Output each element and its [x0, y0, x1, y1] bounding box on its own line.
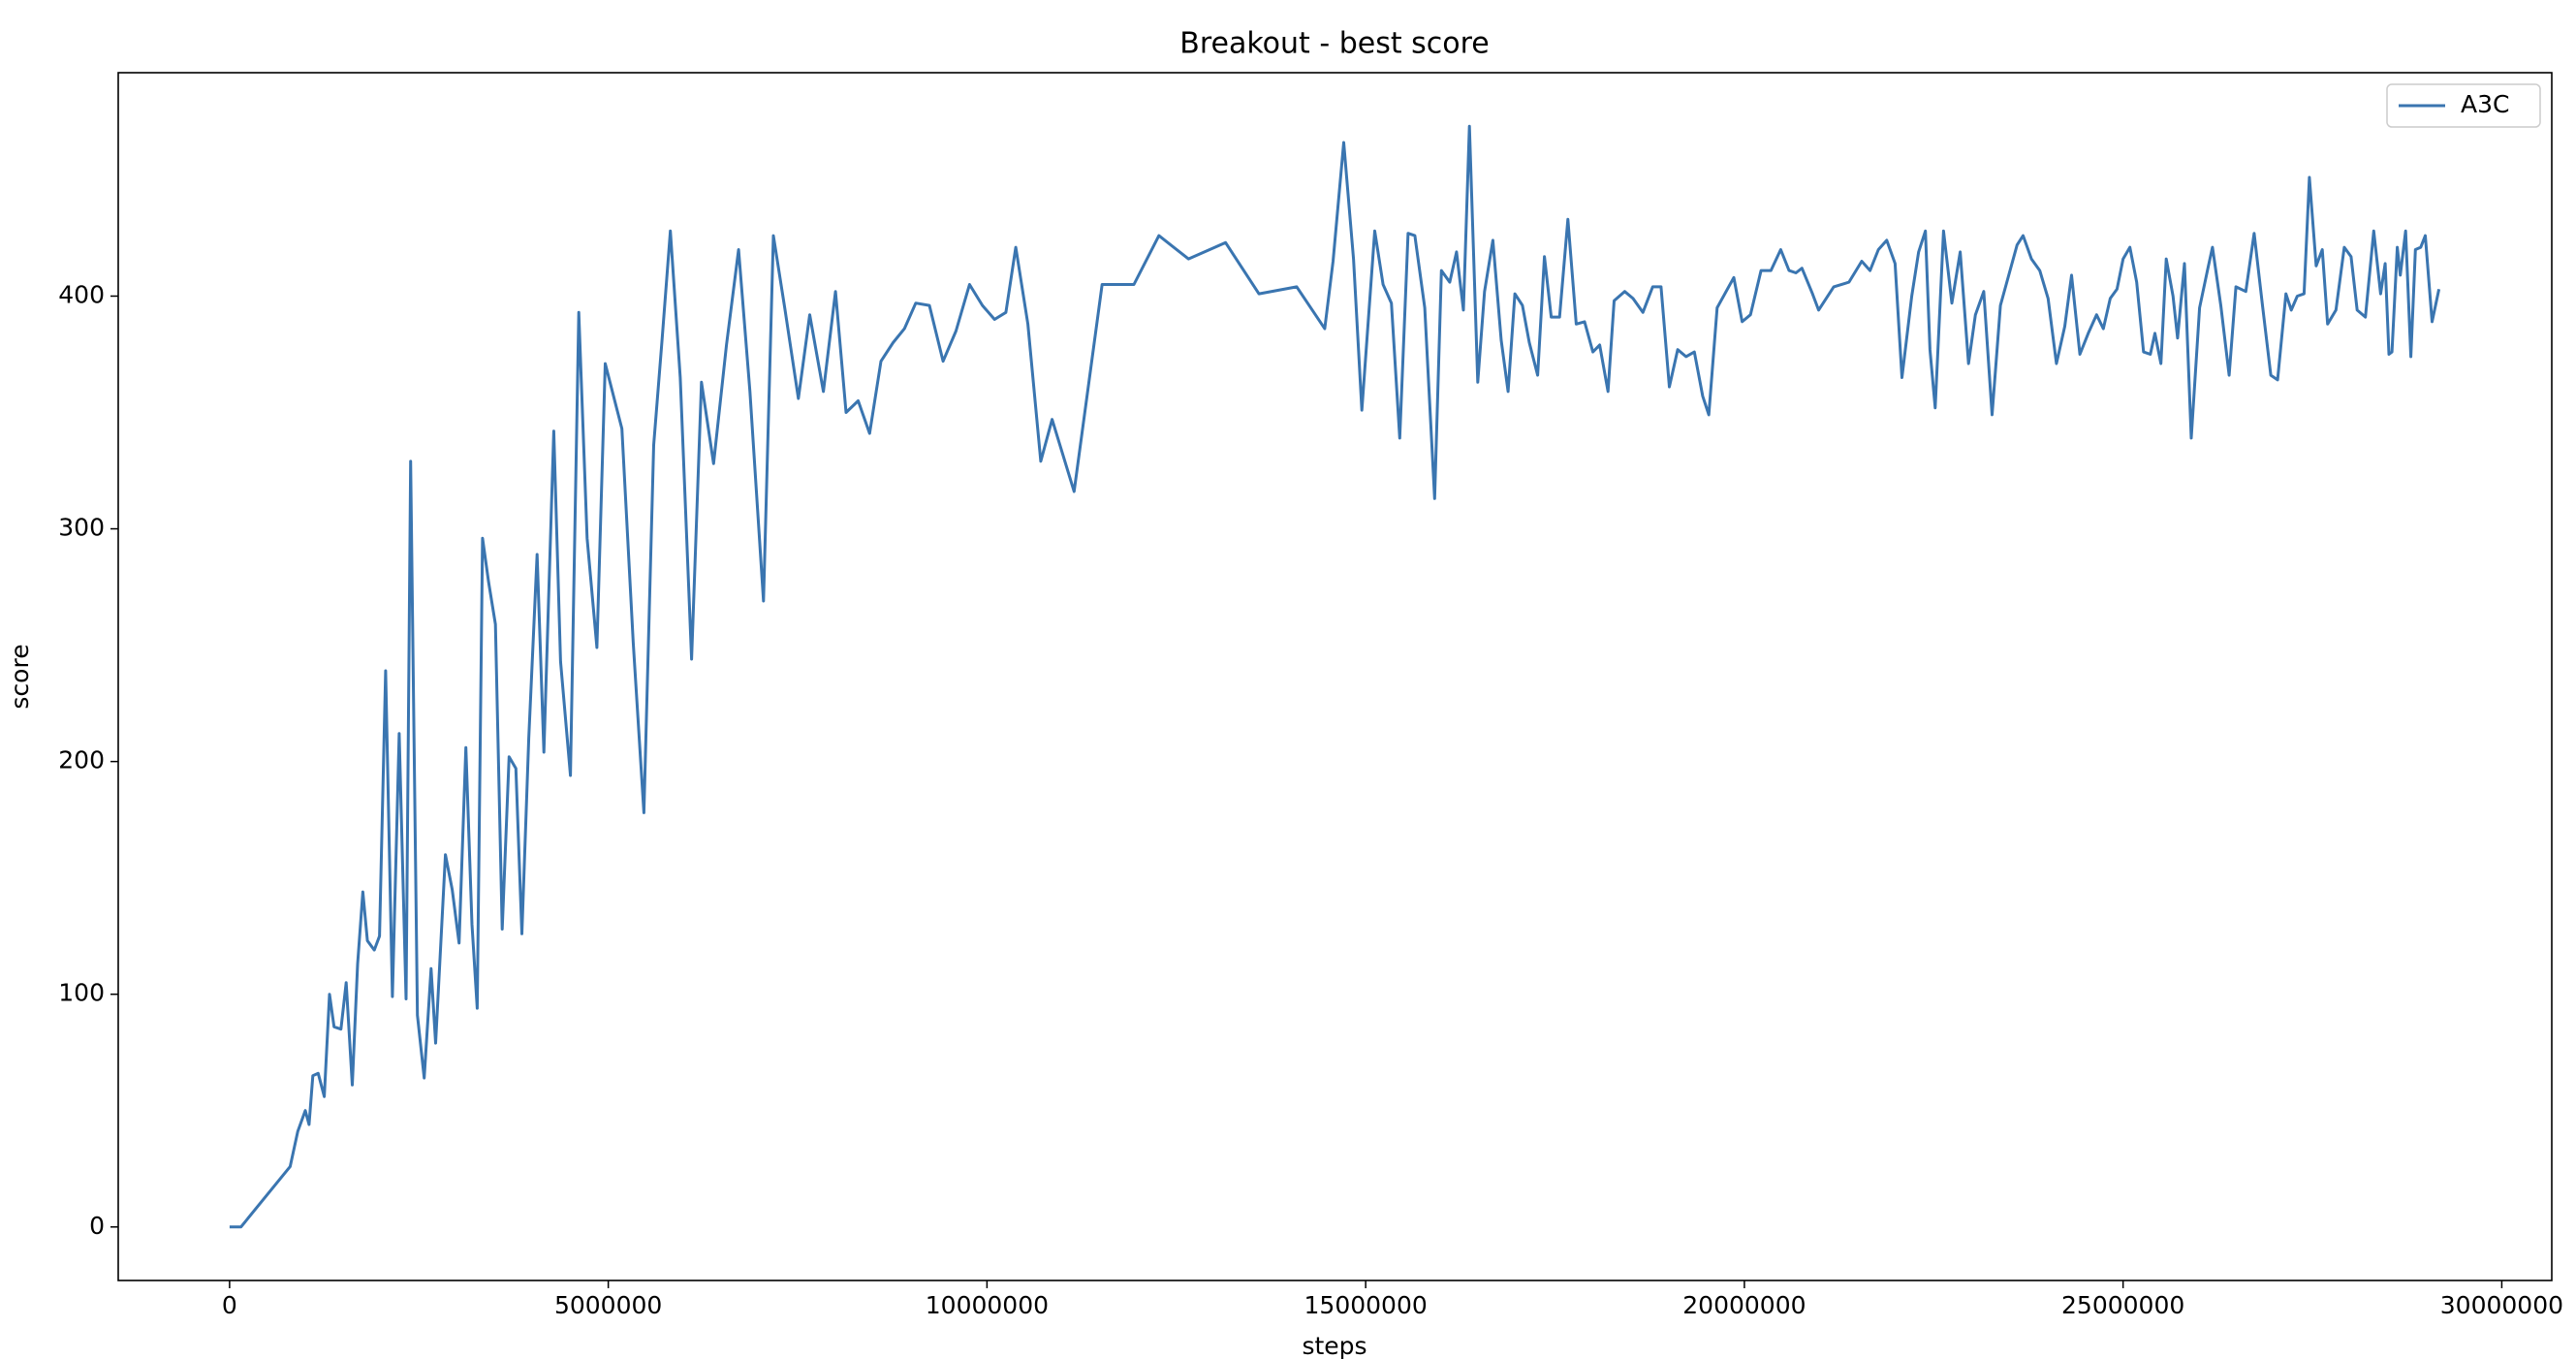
x-tick-label: 15000000: [1304, 1291, 1428, 1319]
plot-frame: [117, 72, 2553, 1281]
legend-label: A3C: [2461, 90, 2509, 118]
legend-box: [2386, 83, 2541, 128]
y-tick-label: 300: [58, 514, 105, 542]
y-tick-label: 200: [58, 746, 105, 774]
x-tick-label: 5000000: [554, 1291, 662, 1319]
x-tick-label: 20000000: [1682, 1291, 1806, 1319]
y-tick-label: 100: [58, 979, 105, 1007]
x-axis-label: steps: [1302, 1332, 1367, 1359]
y-axis-label: score: [6, 644, 34, 709]
y-tick-label: 0: [89, 1212, 105, 1240]
line-series: [229, 124, 2441, 1229]
x-tick-label: 0: [222, 1291, 237, 1319]
y-tick-label: 400: [58, 280, 105, 308]
chart-title: Breakout - best score: [1179, 27, 1489, 61]
x-tick-label: 30000000: [2440, 1291, 2563, 1319]
x-tick-label: 25000000: [2061, 1291, 2184, 1319]
x-tick-label: 10000000: [926, 1291, 1049, 1319]
